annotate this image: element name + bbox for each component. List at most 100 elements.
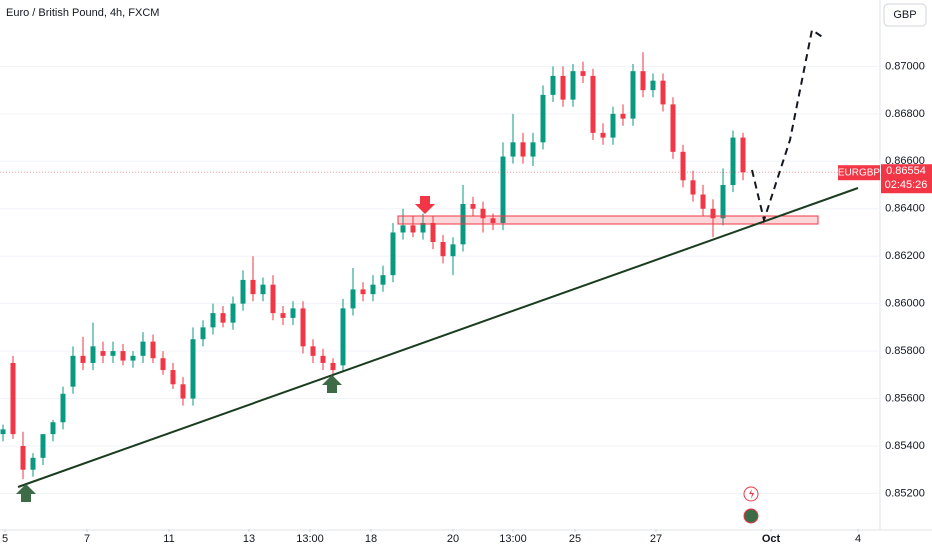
- candle-body: [340, 308, 346, 366]
- candle-body: [250, 279, 256, 295]
- y-tick-label: 0.86400: [885, 203, 925, 215]
- chart-title: Euro / British Pound, 4h, FXCM: [6, 7, 159, 19]
- candle-body: [540, 94, 546, 143]
- resistance-zone: [397, 215, 819, 225]
- candle-body: [130, 355, 136, 361]
- event-icon[interactable]: [743, 508, 759, 524]
- candle-body: [420, 222, 426, 233]
- candle-body: [320, 355, 326, 363]
- candle-body: [370, 284, 376, 295]
- candle-body: [690, 180, 696, 195]
- candle-body: [120, 351, 126, 361]
- candle-body: [90, 346, 96, 363]
- x-tick-label: 20: [447, 533, 459, 545]
- x-tick-label: 13:00: [499, 533, 527, 545]
- y-tick-label: 0.86000: [885, 298, 925, 310]
- event-icon-glyph: [749, 489, 754, 499]
- candle-body: [640, 71, 646, 91]
- candle-body: [530, 142, 536, 157]
- candle-body: [490, 218, 496, 223]
- candle-body: [410, 225, 416, 233]
- candle-body: [520, 142, 526, 157]
- candle-body: [210, 313, 216, 328]
- last-price-label: 0.86554: [886, 165, 926, 177]
- candle-body: [350, 289, 356, 309]
- candle-body: [440, 241, 446, 257]
- countdown-label: 02:45:26: [885, 179, 928, 191]
- candle-body: [170, 370, 176, 385]
- candle-body: [720, 185, 726, 219]
- candle-body: [260, 284, 266, 295]
- candle-body: [270, 284, 276, 314]
- candle-body: [70, 355, 76, 387]
- candle-body: [510, 142, 516, 157]
- currency-button[interactable]: [883, 3, 927, 27]
- y-tick-label: 0.85800: [885, 345, 925, 357]
- x-tick-label: 13:00: [296, 533, 324, 545]
- candle-body: [740, 137, 746, 173]
- last-price-box: EURGBP 0.86554 02:45:26: [838, 164, 932, 194]
- candle-body: [110, 351, 116, 356]
- candle-body: [80, 355, 86, 363]
- x-tick-label: 7: [84, 533, 90, 545]
- candle-body: [310, 346, 316, 356]
- y-tick-label: 0.85200: [885, 487, 925, 499]
- x-tick-label: 11: [163, 533, 174, 545]
- x-tick-label: 27: [650, 533, 662, 545]
- candle-body: [380, 275, 386, 285]
- candle-body: [500, 156, 506, 223]
- symbol-label: EURGBP: [838, 167, 881, 178]
- candle-body: [600, 132, 606, 138]
- candle-body: [330, 362, 336, 371]
- candle-body: [470, 204, 476, 209]
- candle-body: [360, 289, 366, 295]
- candle-body: [590, 75, 596, 133]
- y-tick-label: 0.86600: [885, 155, 925, 167]
- candle-body: [300, 308, 306, 347]
- candle-body: [710, 208, 716, 219]
- candle-body: [580, 71, 586, 76]
- x-tick-label: 5: [2, 533, 8, 545]
- up-arrow: [16, 484, 36, 502]
- candle-body: [390, 232, 396, 276]
- candle-body: [430, 222, 436, 242]
- up-arrow: [322, 375, 342, 393]
- y-tick-label: 0.85600: [885, 392, 925, 404]
- candle-body: [400, 225, 406, 233]
- candle-body: [60, 393, 66, 423]
- x-tick-label: 13: [243, 533, 255, 545]
- candle-body: [150, 341, 156, 359]
- candle-body: [20, 445, 26, 470]
- y-tick-label: 0.86200: [885, 250, 925, 262]
- candle-body: [220, 313, 226, 323]
- candle-body: [30, 457, 36, 470]
- candle-body: [570, 71, 576, 100]
- candle-body: [480, 208, 486, 219]
- candle-body: [680, 151, 686, 181]
- currency-label: GBP: [893, 9, 916, 21]
- candle-body: [10, 362, 16, 435]
- candle-body: [560, 75, 566, 100]
- candle-body: [0, 429, 6, 435]
- candle-body: [230, 303, 236, 323]
- candle-body: [190, 339, 196, 399]
- symbol-tag: [838, 165, 880, 181]
- price-tag: [881, 164, 932, 194]
- candle-body: [700, 194, 706, 209]
- candle-body: [670, 104, 676, 152]
- candle-body: [280, 313, 286, 318]
- y-tick-label: 0.87000: [885, 60, 925, 72]
- candle-body: [180, 384, 186, 399]
- candle-body: [730, 137, 736, 186]
- y-tick-label: 0.86800: [885, 108, 925, 120]
- y-tick-label: 0.85400: [885, 440, 925, 452]
- candle-body: [450, 244, 456, 257]
- x-tick-label: Oct: [762, 533, 781, 545]
- candle-body: [240, 279, 246, 304]
- candle-body: [610, 113, 616, 138]
- candle-body: [200, 327, 206, 340]
- candle-body: [550, 75, 556, 95]
- candle-body: [100, 351, 106, 356]
- down-arrow: [415, 196, 435, 214]
- trend-line: [17, 187, 859, 488]
